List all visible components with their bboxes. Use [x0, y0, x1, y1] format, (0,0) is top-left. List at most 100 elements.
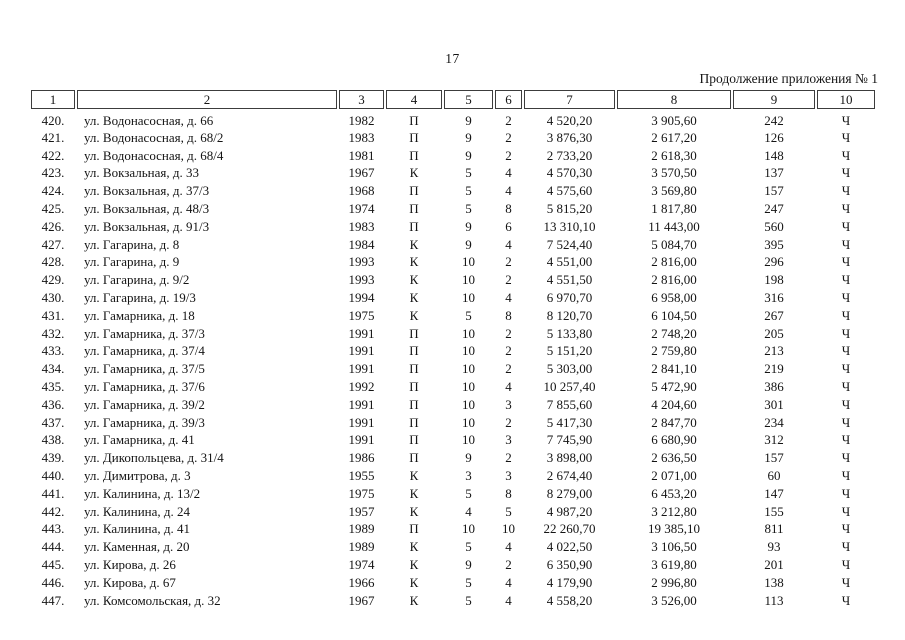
- table-cell: П: [409, 450, 419, 466]
- table-cell: Ч: [841, 201, 851, 217]
- table-cell: 2 748,20: [651, 325, 697, 341]
- table-cell: 1967: [348, 165, 375, 181]
- table-cell: 6: [505, 218, 512, 234]
- table-cell: 5: [465, 183, 472, 199]
- table-cell: 4 520,20: [546, 113, 593, 128]
- table-cell: ул. Комсомольская, д. 32: [84, 592, 221, 608]
- table-cell: 1991: [348, 343, 375, 359]
- table-cell: 4 558,20: [546, 592, 593, 608]
- table-cell: 5 303,00: [546, 361, 593, 377]
- table-cell: 4 179,90: [546, 574, 593, 590]
- table-cell: 6 453,20: [651, 485, 697, 501]
- table-cell: ул. Калинина, д. 41: [84, 521, 190, 537]
- table-cell: 3: [505, 468, 512, 484]
- table-cell: П: [409, 113, 419, 128]
- table-cell: 1975: [348, 307, 375, 323]
- table-cell: 4 570,30: [546, 165, 593, 181]
- table-row: 435. ул. Гамарника, д. 37/6 1992 П 10 4 10 257…: [31, 378, 875, 396]
- table-cell: 442.: [41, 503, 65, 519]
- table-cell: ул. Димитрова, д. 3: [84, 468, 191, 484]
- column-header-8: 8: [617, 90, 731, 109]
- table-cell: 4: [505, 379, 512, 395]
- table-cell: 1981: [348, 147, 375, 163]
- table-cell: 1983: [348, 129, 375, 145]
- table-cell: 198: [764, 272, 784, 288]
- table-cell: ул. Гагарина, д. 9/2: [84, 272, 190, 288]
- table-cell: 8 120,70: [546, 307, 593, 323]
- table-cell: Ч: [841, 539, 851, 555]
- table-cell: Ч: [841, 218, 851, 234]
- table-cell: 137: [764, 165, 784, 181]
- table-cell: ул. Калинина, д. 24: [84, 503, 190, 519]
- table-cell: 2: [505, 361, 512, 377]
- table-cell: Ч: [841, 379, 851, 395]
- table-cell: 1991: [348, 432, 375, 448]
- column-header-4: 4: [386, 90, 442, 109]
- table-cell: П: [409, 325, 419, 341]
- table-cell: 436.: [41, 396, 65, 412]
- column-header-6: 6: [495, 90, 522, 109]
- table-cell: 2 759,80: [651, 343, 697, 359]
- table-cell: ул. Кирова, д. 67: [84, 574, 176, 590]
- table-cell: 10: [502, 521, 515, 537]
- table-cell: 1991: [348, 396, 375, 412]
- table-cell: 6 680,90: [651, 432, 697, 448]
- table-cell: 4 551,50: [546, 272, 593, 288]
- table-cell: Ч: [841, 557, 851, 573]
- table-cell: 421.: [41, 129, 65, 145]
- table-cell: 11 443,00: [648, 218, 700, 234]
- table-cell: 4 987,20: [546, 503, 593, 519]
- table-cell: 9: [465, 218, 472, 234]
- table-cell: 395: [764, 236, 784, 252]
- table-row: 429. ул. Гагарина, д. 9/2 1993 К 10 2 4 551,50…: [31, 271, 875, 289]
- table-cell: 1989: [348, 521, 375, 537]
- table-cell: 5 417,30: [546, 414, 593, 430]
- table-cell: Ч: [841, 432, 851, 448]
- table-cell: ул. Водонасосная, д. 68/2: [84, 129, 224, 145]
- table-cell: К: [409, 557, 419, 573]
- table-row: 441. ул. Калинина, д. 13/2 1975 К 5 8 8 279,00…: [31, 485, 875, 503]
- table-cell: Ч: [841, 129, 851, 145]
- table-cell: 1 817,80: [651, 201, 697, 217]
- table-cell: К: [409, 574, 419, 590]
- table-cell: 1991: [348, 414, 375, 430]
- table-row: 438. ул. Гамарника, д. 41 1991 П 10 3 7 745,90…: [31, 432, 875, 450]
- table-cell: 434.: [41, 361, 65, 377]
- table-cell: 267: [764, 307, 784, 323]
- table-cell: 247: [764, 201, 784, 217]
- table-cell: 560: [764, 218, 784, 234]
- table-cell: 425.: [41, 201, 65, 217]
- table-cell: 9: [465, 147, 472, 163]
- table-cell: 3 106,50: [651, 539, 697, 555]
- table-cell: 3 526,00: [651, 592, 697, 608]
- table-cell: 4: [505, 539, 512, 555]
- table-cell: 2 841,10: [651, 361, 697, 377]
- table-cell: 1991: [348, 361, 375, 377]
- table-cell: К: [409, 165, 419, 181]
- table-cell: П: [409, 147, 419, 163]
- table-row: 437. ул. Гамарника, д. 39/3 1991 П 10 2 5 417,…: [31, 414, 875, 432]
- table-cell: 3: [505, 432, 512, 448]
- table-cell: 440.: [41, 468, 65, 484]
- table-cell: 432.: [41, 325, 65, 341]
- column-header-7: 7: [524, 90, 615, 109]
- table-cell: ул. Гагарина, д. 19/3: [84, 290, 196, 306]
- table-cell: 296: [764, 254, 784, 270]
- table-row: 436. ул. Гамарника, д. 39/2 1991 П 10 3 7 855,…: [31, 396, 875, 414]
- table-row: 446. ул. Кирова, д. 67 1966 К 5 4 4 179,90 2 99…: [31, 574, 875, 592]
- table-cell: 1982: [348, 113, 375, 128]
- table-cell: 443.: [41, 521, 65, 537]
- table-cell: 4: [505, 236, 512, 252]
- table-cell: 3 876,30: [546, 129, 593, 145]
- table-cell: 5 133,80: [546, 325, 593, 341]
- table-cell: П: [409, 414, 419, 430]
- table-cell: Ч: [841, 113, 851, 128]
- table-cell: 1993: [348, 272, 375, 288]
- table-cell: 312: [764, 432, 784, 448]
- table-cell: 4: [505, 290, 512, 306]
- table-cell: 444.: [41, 539, 65, 555]
- table-cell: 1955: [348, 468, 375, 484]
- table-cell: ул. Гагарина, д. 9: [84, 254, 180, 270]
- table-cell: ул. Гамарника, д. 41: [84, 432, 195, 448]
- table-cell: 3 898,00: [546, 450, 593, 466]
